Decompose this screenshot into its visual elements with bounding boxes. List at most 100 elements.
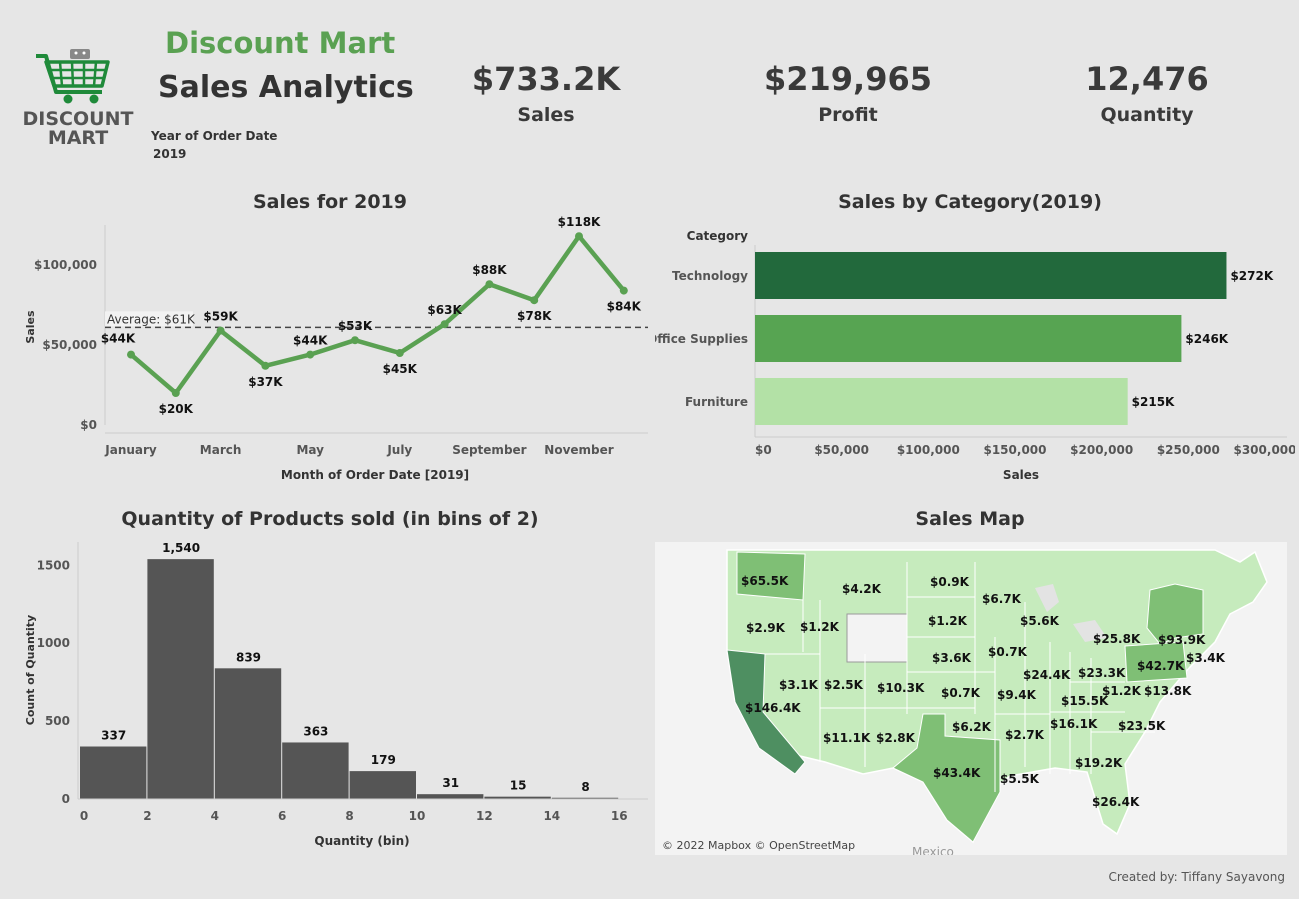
hist-x-label: Quantity (bin) [314, 834, 409, 848]
map-label-ca: $146.4K [745, 701, 801, 715]
map-label-tx: $43.4K [933, 766, 981, 780]
line-y-label: Sales [24, 310, 37, 344]
map-label-ks: $0.7K [941, 686, 980, 700]
map-label-tn: $16.1K [1050, 717, 1098, 731]
map-label-la: $5.5K [1000, 772, 1039, 786]
kpi-sales-label: Sales [517, 104, 575, 126]
line-point [216, 326, 225, 335]
map-label-co: $10.3K [877, 681, 925, 695]
hist-y-tick: 0 [62, 792, 70, 806]
line-data-label: $53K [338, 319, 373, 333]
map-label-az: $11.1K [823, 731, 871, 745]
bar-category-label: Office Supplies [655, 332, 748, 346]
line-x-tick: March [200, 443, 242, 457]
map-label-wa: $65.5K [741, 574, 789, 588]
map-label-ne: $3.6K [932, 651, 971, 665]
map-label-mn: $6.7K [982, 592, 1021, 606]
bar-data-label: $215K [1132, 395, 1175, 409]
kpi-sales-value: $733.2K [471, 60, 621, 98]
hist-data-label: 179 [371, 753, 396, 767]
line-series [129, 233, 626, 396]
bar-x-tick: $50,000 [814, 443, 869, 457]
map-label-id: $1.2K [800, 620, 839, 634]
hist-data-label: 363 [303, 724, 328, 738]
line-point [171, 389, 180, 397]
map-label-nd: $0.9K [930, 575, 969, 589]
shopping-cart-icon [36, 49, 110, 104]
map-title: Sales Map [915, 508, 1025, 530]
bar-x-label: Sales [1003, 468, 1039, 482]
hist-x-tick: 12 [476, 809, 493, 823]
map-label-pa: $42.7K [1137, 659, 1185, 673]
logo: DISCOUNT MART [22, 46, 134, 156]
line-data-label: $63K [427, 303, 462, 317]
map-label-nm: $2.8K [876, 731, 915, 745]
kpi-quantity-label: Quantity [1100, 104, 1194, 126]
hist-bar [80, 746, 147, 799]
histogram-title: Quantity of Products sold (in bins of 2) [121, 508, 539, 530]
bar-x-tick: $150,000 [983, 443, 1046, 457]
map-label-ok: $6.2K [952, 720, 991, 734]
line-x-tick: September [452, 443, 526, 457]
line-y-tick: $50,000 [42, 338, 97, 352]
hist-x-tick: 14 [543, 809, 560, 823]
line-point [306, 350, 315, 359]
map-label-va: $13.8K [1144, 684, 1192, 698]
bar-x-tick: $0 [755, 443, 772, 457]
map-label-oh: $23.3K [1078, 666, 1126, 680]
line-data-label: $59K [203, 310, 238, 324]
map-label-mo: $9.4K [997, 688, 1036, 702]
map-label-fl: $26.4K [1092, 795, 1140, 809]
bar-x-tick: $250,000 [1157, 443, 1220, 457]
line-point [530, 296, 539, 305]
hist-y-label: Count of Quantity [24, 615, 37, 725]
map-label-ky: $15.5K [1061, 694, 1109, 708]
line-point [440, 320, 449, 329]
sales-line-chart[interactable]: $0 $50,000 $100,000 January March May July Sept… [0, 215, 660, 490]
bar-chart-title: Sales by Category(2019) [838, 191, 1102, 213]
map-label-il: $24.4K [1023, 668, 1071, 682]
page-title: Sales Analytics [158, 70, 414, 105]
hist-x-tick: 6 [278, 809, 286, 823]
hist-data-label: 8 [581, 780, 589, 794]
line-point [485, 280, 494, 289]
filter-value[interactable]: 2019 [153, 147, 187, 161]
bar-data-label: $246K [1185, 332, 1228, 346]
hist-data-label: 31 [442, 776, 459, 790]
hist-bar [551, 797, 619, 799]
bar-x-tick: $100,000 [897, 443, 960, 457]
hist-x-tick: 16 [611, 809, 628, 823]
sales-map[interactable]: $65.5K $4.2K $0.9K $6.7K $2.9K $1.2K $1.… [655, 542, 1287, 855]
hist-x-tick: 8 [345, 809, 353, 823]
footer-credit: Created by: Tiffany Sayavong [1108, 870, 1285, 884]
hist-data-label: 839 [236, 650, 261, 664]
hist-data-label: 337 [101, 729, 126, 743]
line-point [261, 361, 270, 370]
map-label-ny: $93.9K [1158, 633, 1206, 647]
category-bar-chart[interactable]: Category Technology $272K Office Supplies $2… [655, 215, 1295, 490]
hist-data-label: 1,540 [162, 541, 200, 555]
line-data-label: $20K [159, 402, 194, 416]
kpi-profit-value: $219,965 [763, 60, 932, 98]
logo-line2: MART [47, 127, 109, 149]
line-x-tick: November [544, 443, 613, 457]
line-x-tick: May [296, 443, 324, 457]
map-label-nc: $23.5K [1118, 719, 1166, 733]
line-average-bg [105, 311, 193, 327]
hist-data-label: 15 [510, 779, 527, 793]
bar-category-label: Technology [672, 269, 748, 283]
map-label-mt: $4.2K [842, 582, 881, 596]
line-data-label: $45K [383, 362, 418, 376]
quantity-histogram[interactable]: 0 500 1000 1500 337 1,540 839 363 179 31 15 8 0 2 4 6 8 1… [0, 530, 660, 860]
line-y-tick: $0 [80, 418, 97, 432]
line-data-label: $44K [293, 334, 328, 348]
line-point [351, 336, 359, 345]
bar-x-tick: $300,000 [1233, 443, 1295, 457]
kpi-profit-label: Profit [818, 104, 878, 126]
hist-x-tick: 10 [409, 809, 426, 823]
map-label-sd: $1.2K [928, 614, 967, 628]
line-point [575, 232, 583, 241]
map-attribution[interactable]: © 2022 Mapbox © OpenStreetMap [662, 839, 856, 852]
line-x-label: Month of Order Date [2019] [281, 468, 469, 482]
hist-x-tick: 0 [80, 809, 88, 823]
